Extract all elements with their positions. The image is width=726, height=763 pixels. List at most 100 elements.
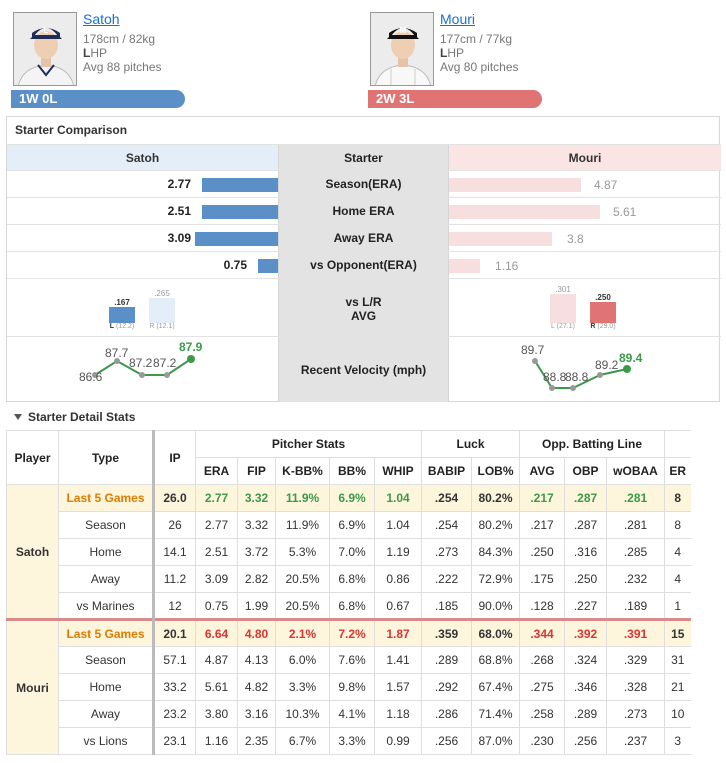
stat-cell: .227 [564,592,607,620]
caret-down-icon [14,414,22,420]
comparison-row-vs-lr: .167 L (12.2) .265 R (12.1) vs L/R AVG .… [7,278,721,336]
left-velocity-chart: 86.6 87.7 87.2 87.2 87.9 [7,337,278,402]
comparison-header-left: Satoh [7,145,278,170]
ip-cell: 11.2 [153,565,196,593]
home-pitcher-record: 2W 3L [368,90,542,108]
stat-cell: 80.2% [471,484,520,512]
table-row: Season 57.1 4.87 4.13 6.0% 7.6% 1.41.289 68.8%.… [7,646,691,674]
row-label: Away ERA [278,225,449,251]
stat-cell: 1.04 [374,511,422,539]
stat-cell: 10.3% [275,700,330,728]
ip-cell: 14.1 [153,538,196,566]
right-vs-l-bar: .301 L (27.1) [550,285,576,330]
stat-cell: .273 [606,700,665,728]
right-bar [449,205,600,219]
stat-cell: 1.99 [237,592,276,620]
col-group-pitcher-stats: Pitcher Stats [195,430,422,458]
left-bar [202,205,278,219]
home-pitcher-avg-pitches: Avg 80 pitches [440,60,519,74]
stat-cell: 6.0% [275,646,330,674]
stat-cell: 0.67 [374,592,422,620]
stat-cell: 4.1% [329,700,375,728]
home-pitcher-name-link[interactable]: Mouri [440,11,476,27]
ip-cell: 12 [153,592,196,620]
stat-cell: .273 [421,538,472,566]
right-value: 1.16 [495,259,519,273]
stat-cell: 87.0% [471,727,520,755]
away-pitcher-record: 1W 0L [11,90,185,108]
stat-cell: 20.5% [275,592,330,620]
stat-cell: .256 [421,727,472,755]
table-row: vs Marines 12 0.75 1.99 20.5% 6.8% 0.67.185 90.… [7,592,691,620]
right-bar [449,259,480,273]
comparison-row-away-era: 3.09 Away ERA 3.8 [7,224,721,251]
stat-cell: .230 [519,727,565,755]
velocity-point [139,372,145,378]
left-bar [258,259,278,273]
velocity-label: 87.2 [153,356,177,370]
stat-cell: 1 [664,592,691,620]
stat-cell: 8 [664,484,691,512]
stat-cell: .258 [519,700,565,728]
col-obp: OBP [564,457,607,485]
velocity-point [164,372,170,378]
stat-cell: .189 [606,592,665,620]
stat-cell: 5.3% [275,538,330,566]
ip-cell: 20.1 [153,618,196,647]
right-vs-r-bar: .250 R (29.0) [590,293,616,330]
left-value: 2.77 [167,177,191,191]
stat-cell: .222 [421,565,472,593]
away-pitcher-name-link[interactable]: Satoh [83,11,120,27]
stat-cell: 3.32 [237,511,276,539]
right-value: 4.87 [594,178,618,192]
velocity-point [570,385,576,391]
stat-cell: 6.64 [195,618,238,647]
stat-cell: 6.7% [275,727,330,755]
home-pitcher-height-weight: 177cm / 77kg [440,32,513,46]
stat-cell: 0.99 [374,727,422,755]
right-lr-chart: .301 L (27.1) .250 R (29.0) [449,279,721,336]
stat-cell: 2.77 [195,511,238,539]
stat-cell: 4 [664,565,691,593]
stat-cell: .344 [519,618,565,647]
velocity-label-mid: Recent Velocity (mph) [278,337,449,402]
row-label: vs Opponent(ERA) [278,252,449,278]
col-bb: BB% [329,457,375,485]
stat-cell: 7.0% [329,538,375,566]
comparison-header-right: Mouri [449,145,721,170]
ip-cell: 23.2 [153,700,196,728]
stat-cell: 10 [664,700,691,728]
stat-cell: 6.8% [329,565,375,593]
stat-cell: 1.41 [374,646,422,674]
stat-cell: 6.9% [329,511,375,539]
comparison-header-row: Satoh Starter Mouri [7,144,721,170]
left-lr-chart: .167 L (12.2) .265 R (12.1) [7,279,278,336]
stat-cell: 1.19 [374,538,422,566]
table-row: Season 26 2.77 3.32 11.9% 6.9% 1.04.254 80.2% .2… [7,511,691,539]
left-value: 3.09 [167,231,191,245]
comparison-row-velocity: 86.6 87.7 87.2 87.2 87.9 Recent Velocity… [7,336,721,402]
type-cell: vs Lions [58,727,155,755]
left-value: 0.75 [223,258,247,272]
stat-cell: 1.57 [374,673,422,701]
row-label: Season(ERA) [278,171,449,197]
velocity-label: 88.8 [543,370,567,384]
stat-cell: 3.72 [237,538,276,566]
stat-cell: .346 [564,673,607,701]
svg-text:M: M [400,26,407,35]
stat-cell: 3.3% [329,727,375,755]
stat-cell: 2.51 [195,538,238,566]
stat-cell: 1.04 [374,484,422,512]
stat-cell: .275 [519,673,565,701]
col-er: ER [664,457,691,485]
stat-cell: 3.32 [237,484,276,512]
right-bar [449,232,552,246]
stat-cell: .128 [519,592,565,620]
velocity-label-latest: 87.9 [179,340,203,354]
type-cell: Away [58,565,155,593]
detail-stats-toggle[interactable]: Starter Detail Stats [14,410,135,424]
type-cell: Away [58,700,155,728]
stat-cell: .175 [519,565,565,593]
ip-cell: 26.0 [153,484,196,512]
stat-cell: 1.18 [374,700,422,728]
